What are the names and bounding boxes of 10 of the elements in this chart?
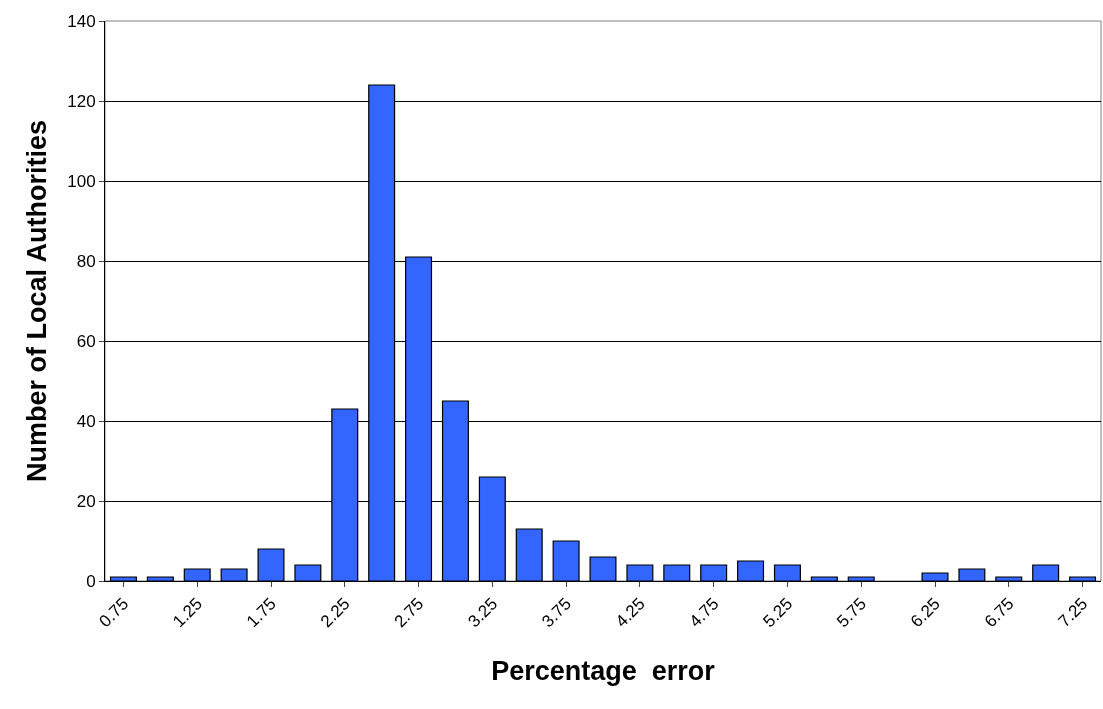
y-tick-label: 20 [76, 491, 96, 511]
y-tick-label: 120 [67, 91, 96, 111]
y-tick-label: 40 [76, 411, 96, 431]
y-axis-title: Number of Local Authorities [22, 119, 53, 483]
y-tick-label: 0 [86, 571, 96, 591]
x-axis-title: Percentage error [491, 655, 716, 686]
y-tick-label: 60 [76, 331, 96, 351]
y-tick-label: 140 [67, 11, 96, 31]
y-tick-label: 80 [76, 251, 96, 271]
y-tick-label: 100 [67, 171, 96, 191]
